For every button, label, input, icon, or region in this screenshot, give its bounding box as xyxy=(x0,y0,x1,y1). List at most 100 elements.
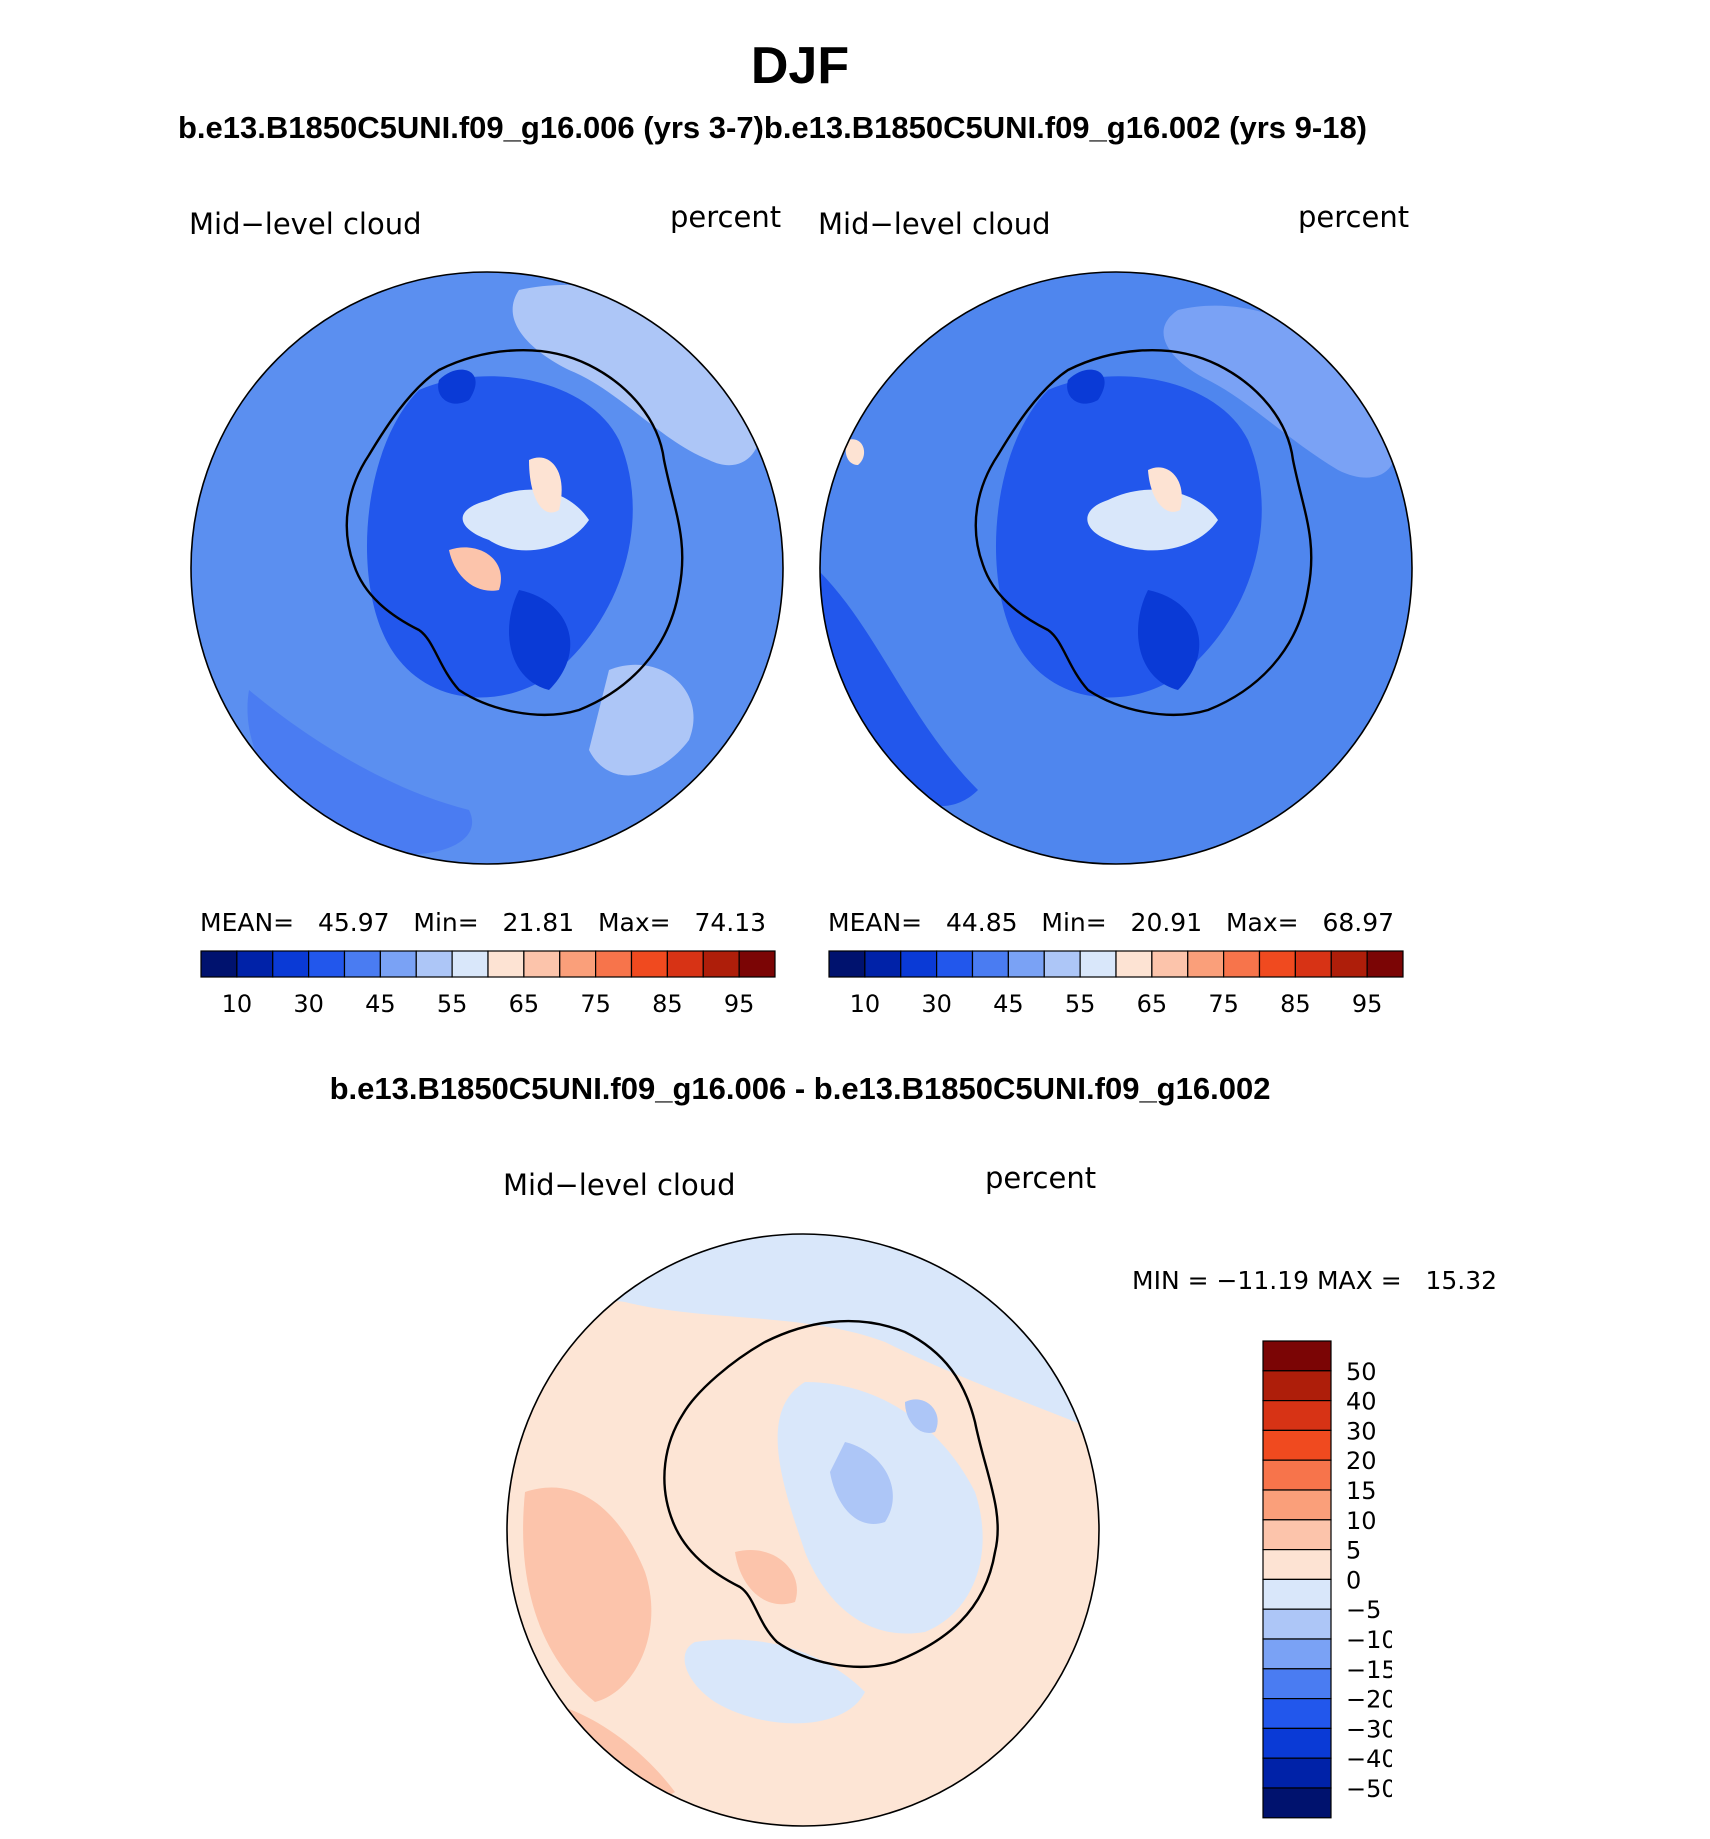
diff-colorbar-box xyxy=(1262,1340,1332,1372)
panel-2-variable-label: Mid−level cloud xyxy=(818,207,1051,241)
panel-2-colorbar-tick-label: 45 xyxy=(993,990,1024,1018)
panel-1-colorbar-box xyxy=(272,950,310,978)
panel-2-mean-value: 44.85 xyxy=(945,908,1018,937)
diff-units-label: percent xyxy=(985,1161,1097,1195)
panel-2-colorbar-box xyxy=(1294,950,1332,978)
panel-1-coastline xyxy=(345,349,684,716)
diff-colorbar-box xyxy=(1262,1757,1332,1789)
panel-1-plateau-peak-2 xyxy=(449,547,501,591)
panel-2-colorbar-box xyxy=(1115,950,1153,978)
panel-2-colorbar-box xyxy=(1043,950,1081,978)
panel-2-colorbar-box xyxy=(1366,950,1404,978)
panel-2-colorbar-box xyxy=(1187,950,1225,978)
panel-2-coastline xyxy=(974,349,1313,716)
panel-1-units-label: percent xyxy=(670,200,782,234)
panel-2-colorbar-box xyxy=(1223,950,1261,978)
panel-2-colorbar-tick-label: 85 xyxy=(1280,990,1311,1018)
panel-2-colorbar-tick-label: 95 xyxy=(1352,990,1383,1018)
diff-colorbar-tick-label: 30 xyxy=(1346,1417,1377,1445)
runs-title: b.e13.B1850C5UNI.f09_g16.006 (yrs 3-7)b.… xyxy=(178,110,1368,145)
diff-colorbar-box xyxy=(1262,1608,1332,1640)
diff-colorbar-tick-label: −20 xyxy=(1346,1686,1392,1714)
diff-colorbar-tick-label: 50 xyxy=(1346,1358,1377,1386)
diff-colorbar-tick-label: −5 xyxy=(1346,1596,1381,1624)
diff-coastline xyxy=(663,1319,999,1668)
diff-map-boundary xyxy=(506,1233,1100,1827)
panel-2-low-region-2 xyxy=(1067,369,1105,404)
panel-2-stats: MEAN= 44.85 Min= 20.91 Max= 68.97 xyxy=(828,908,1394,937)
diff-negative-north xyxy=(507,1234,1099,1432)
panel-2-edge-peak xyxy=(845,439,865,465)
panel-2-light-region xyxy=(1163,305,1397,478)
diff-colorbar-box xyxy=(1262,1578,1332,1610)
panel-2-max-label: Max= xyxy=(1225,908,1299,937)
panel-2-colorbar-box xyxy=(971,950,1009,978)
panel-2-plateau-high xyxy=(1087,489,1218,551)
panel-1-max-value: 74.13 xyxy=(694,908,767,937)
diff-variable-label: Mid−level cloud xyxy=(503,1168,736,1202)
panel-2-low-region-3 xyxy=(1138,590,1200,690)
panel-1-colorbar-box xyxy=(415,950,453,978)
panel-1-colorbar-box xyxy=(559,950,597,978)
panel-1-colorbar-box xyxy=(308,950,346,978)
panel-1-colorbar-tick-label: 55 xyxy=(437,990,468,1018)
panel-1-colorbar-tick-label: 45 xyxy=(365,990,396,1018)
panel-1-colorbar: 10 30 45 55 65 75 85 95 xyxy=(200,950,776,1018)
panel-2-min-label: Min= xyxy=(1041,908,1107,937)
panel-1-colorbar-box xyxy=(343,950,381,978)
panel-1-colorbar-tick-label: 30 xyxy=(293,990,324,1018)
panel-1-low-region-2 xyxy=(509,590,571,690)
diff-minmax-label: MIN = −11.19 MAX = 15.32 xyxy=(1132,1266,1498,1295)
panel-1-colorbar-tick-label: 85 xyxy=(652,990,683,1018)
panel-1-colorbar-box xyxy=(451,950,489,978)
diff-colorbar-box xyxy=(1262,1668,1332,1700)
diff-colorbar-tick-label: 0 xyxy=(1346,1566,1361,1594)
panel-1-colorbar-box xyxy=(738,950,776,978)
panel-2-colorbar-tick-label: 55 xyxy=(1065,990,1096,1018)
panel-1-mean-value: 45.97 xyxy=(317,908,390,937)
panel-2-colorbar-tick-label: 10 xyxy=(850,990,881,1018)
panel-2-min-value: 20.91 xyxy=(1130,908,1203,937)
diff-negative-stronger xyxy=(830,1442,893,1524)
panel-1-colorbar-box xyxy=(379,950,417,978)
diff-colorbar-box xyxy=(1262,1698,1332,1730)
panel-1-colorbar-box xyxy=(702,950,740,978)
panel-2-colorbar-box xyxy=(1007,950,1045,978)
panel-2-map xyxy=(819,271,1413,865)
panel-1-colorbar-box xyxy=(200,950,238,978)
panel-2-colorbar-tick-label: 65 xyxy=(1137,990,1168,1018)
difference-title: b.e13.B1850C5UNI.f09_g16.006 - b.e13.B18… xyxy=(329,1071,1271,1106)
panel-2-plateau-peak xyxy=(1148,467,1182,512)
diff-negative-stronger-2 xyxy=(905,1399,938,1433)
panel-1-colorbar-box xyxy=(487,950,525,978)
panel-2-mean-label: MEAN= xyxy=(828,908,923,937)
panel-2-colorbar-box xyxy=(1151,950,1189,978)
season-title: DJF xyxy=(750,37,850,95)
panel-2-colorbar-box xyxy=(936,950,974,978)
diff-positive-west xyxy=(523,1487,652,1702)
panel-1-colorbar-tick-label: 95 xyxy=(724,990,755,1018)
diff-colorbar-tick-label: 5 xyxy=(1346,1537,1361,1565)
panel-1-colorbar-tick-label: 75 xyxy=(580,990,611,1018)
panel-1-colorbar-tick-label: 10 xyxy=(222,990,253,1018)
panel-2-map-boundary xyxy=(819,271,1413,865)
panel-1-colorbar-box xyxy=(666,950,704,978)
diff-colorbar-tick-label: 40 xyxy=(1346,1388,1377,1416)
panel-1-min-value: 21.81 xyxy=(502,908,575,937)
panel-1-variable-label: Mid−level cloud xyxy=(189,207,422,241)
diff-colorbar-tick-label: −30 xyxy=(1346,1715,1392,1743)
panel-1-max-label: Max= xyxy=(597,908,671,937)
panel-1-stats: MEAN= 45.97 Min= 21.81 Max= 74.13 xyxy=(200,908,766,937)
panel-2-max-value: 68.97 xyxy=(1322,908,1395,937)
panel-1-map-boundary xyxy=(190,271,784,865)
panel-2-colorbar-box xyxy=(1079,950,1117,978)
panel-2-colorbar-tick-label: 75 xyxy=(1208,990,1239,1018)
panel-1-colorbar-box xyxy=(595,950,633,978)
diff-colorbar-tick-label: −10 xyxy=(1346,1626,1392,1654)
diff-colorbar-tick-label: −15 xyxy=(1346,1656,1392,1684)
diff-colorbar-box xyxy=(1262,1638,1332,1670)
diff-colorbar-box xyxy=(1262,1727,1332,1759)
panel-1-plateau-peak xyxy=(529,457,562,513)
panel-2-colorbar-box xyxy=(1330,950,1368,978)
diff-colorbar-box xyxy=(1262,1549,1332,1581)
